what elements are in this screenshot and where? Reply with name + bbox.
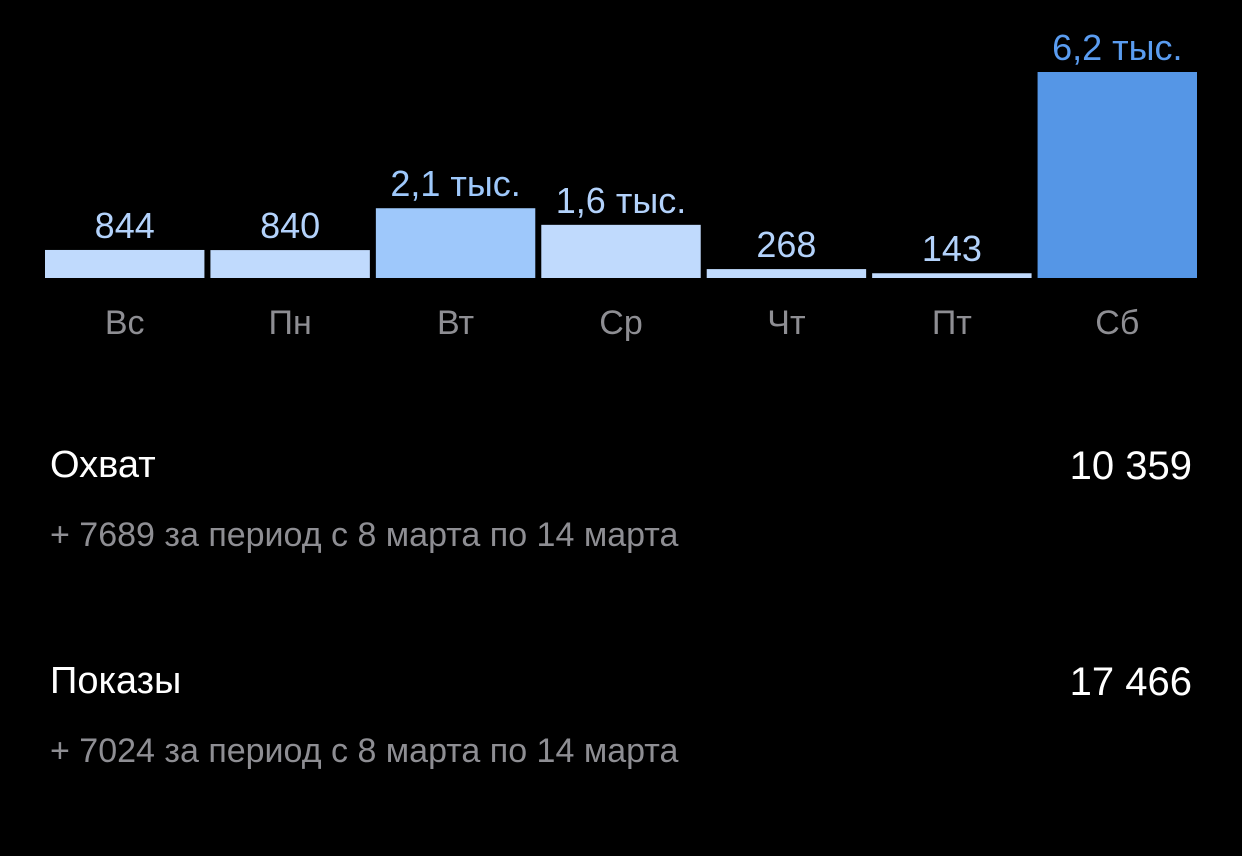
stat-label: Показы (50, 660, 182, 702)
stat-value: 10 359 (1069, 444, 1192, 488)
chart: 844 Вс 840 Пн 2,1 тыс. Вт 1,6 тыс. Ср 268 Чт 143 Пт… (45, 27, 1197, 342)
value-label: 143 (922, 228, 982, 269)
x-tick-label: Пн (269, 304, 312, 342)
bar (706, 269, 867, 278)
value-label: 268 (756, 224, 816, 265)
value-label: 844 (95, 205, 155, 246)
x-tick-label: Вт (437, 304, 474, 342)
value-label: 6,2 тыс. (1052, 27, 1182, 68)
bar (210, 250, 370, 278)
bar (1037, 72, 1197, 278)
bar (541, 224, 701, 278)
x-tick-label: Сб (1095, 304, 1139, 342)
value-label: 1,6 тыс. (556, 180, 686, 221)
x-tick-label: Ср (599, 304, 642, 342)
x-tick-label: Вс (105, 304, 145, 342)
stat-label: Охват (50, 444, 156, 486)
bar (45, 249, 205, 278)
x-tick-label: Пт (932, 304, 972, 342)
value-label: 840 (260, 205, 320, 246)
value-label: 2,1 тыс. (390, 163, 520, 204)
stat-note: + 7024 за период с 8 марта по 14 марта (50, 732, 679, 770)
stat-note: + 7689 за период с 8 марта по 14 марта (50, 516, 679, 554)
bar (872, 273, 1032, 278)
stat-value: 17 466 (1069, 660, 1192, 704)
x-tick-label: Чт (767, 304, 805, 342)
bar (375, 208, 536, 278)
